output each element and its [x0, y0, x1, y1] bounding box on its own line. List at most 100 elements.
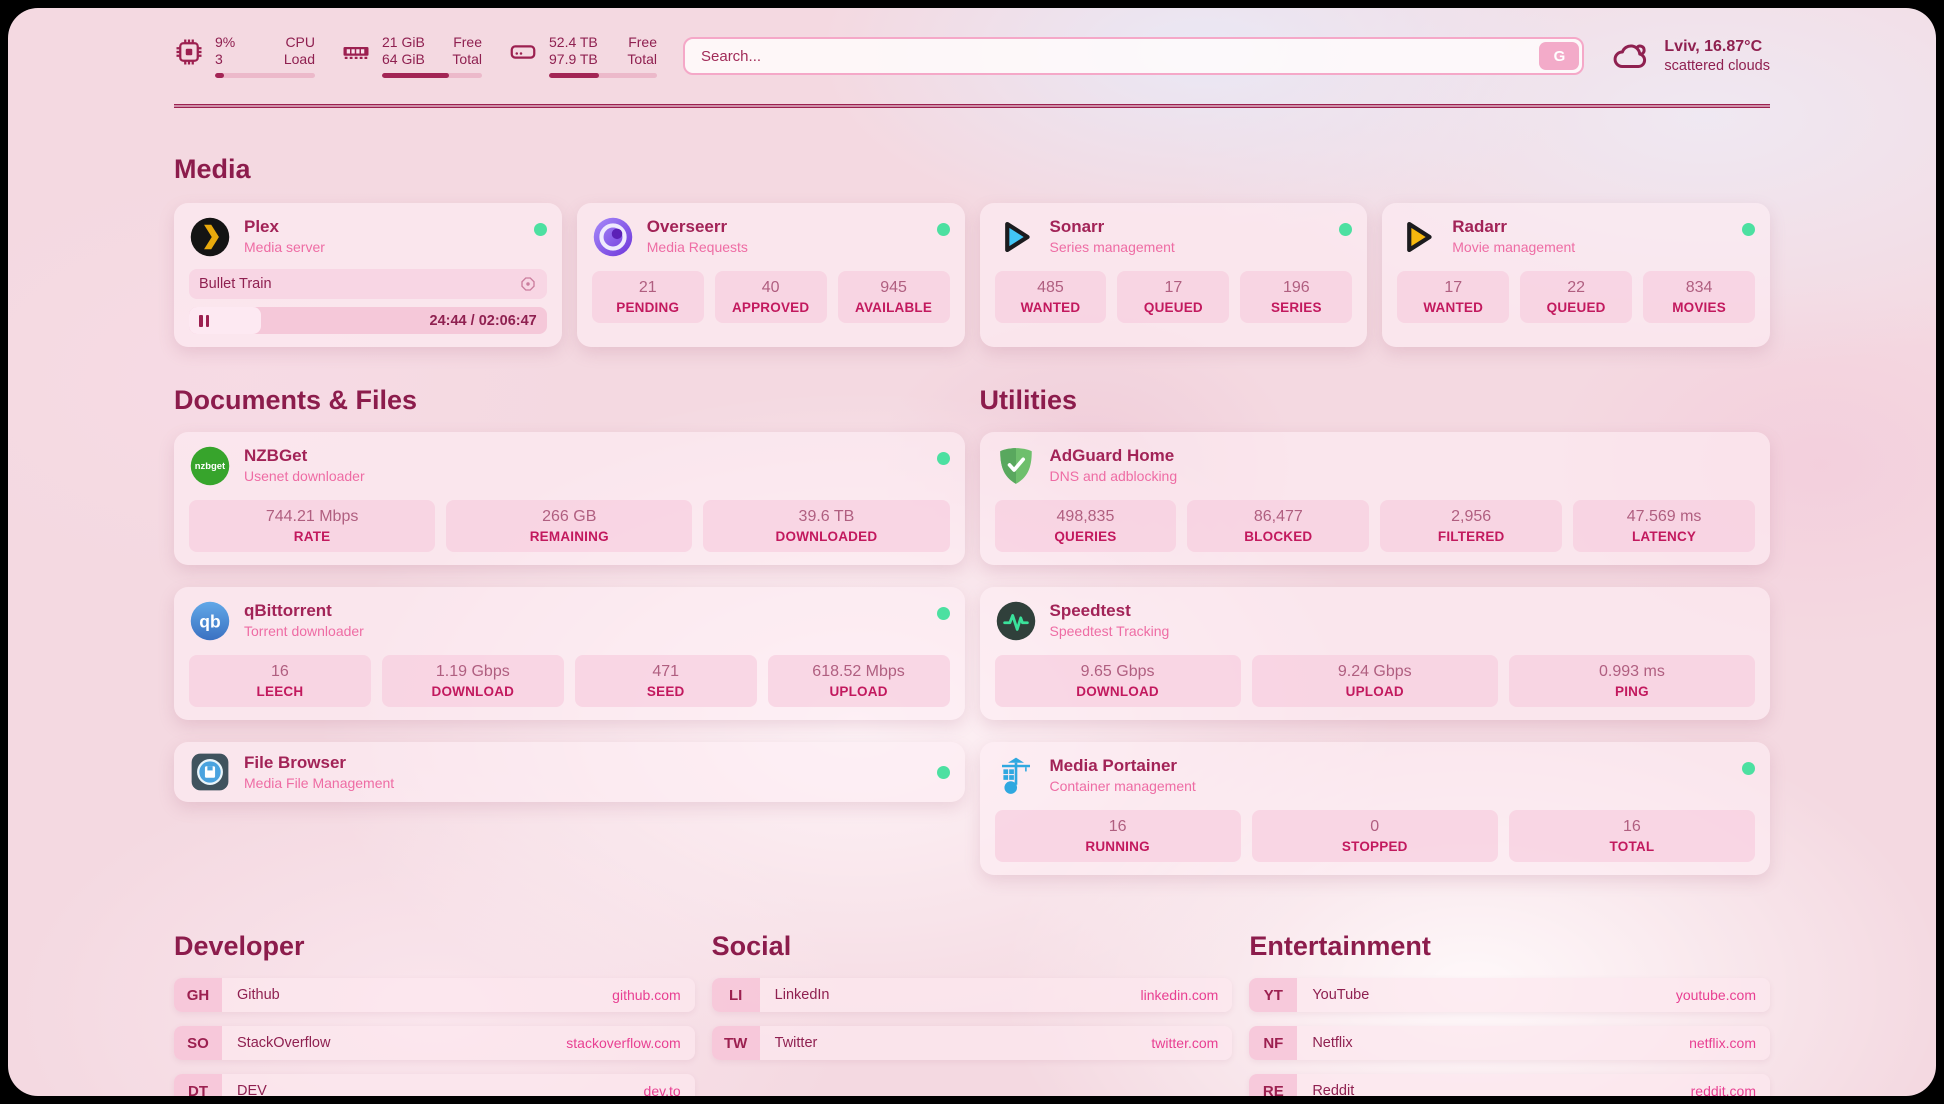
status-dot: [533, 223, 547, 236]
app-card-adguard[interactable]: AdGuard Home DNS and adblocking 498,835 Q…: [979, 432, 1770, 565]
app-card-speedtest[interactable]: Speedtest Speedtest Tracking 9.65 Gbps DO…: [979, 587, 1770, 720]
now-playing-row: Bullet Train: [189, 269, 547, 299]
stat-stopped: 0 STOPPED: [1251, 810, 1498, 862]
cpu-progress-bar: [215, 73, 315, 78]
media-grid: Plex Media server Bullet Train 24:44 / 0…: [174, 203, 1770, 347]
cpu-widget: 9% CPU 3 Load: [174, 34, 315, 78]
app-card-nzbget[interactable]: nzbget NZBGet Usenet downloader 744.21 M…: [174, 432, 965, 565]
link-url: linkedin.com: [1140, 987, 1219, 1003]
link-badge: RE: [1249, 1074, 1298, 1096]
link-label: DEV: [237, 1083, 267, 1096]
link-label: YouTube: [1312, 987, 1370, 1003]
link-badge: YT: [1249, 978, 1298, 1012]
link-label: StackOverflow: [237, 1035, 331, 1051]
playback-time: 24:44 / 02:06:47: [429, 312, 537, 329]
app-card-qbittorrent[interactable]: qb qBittorrent Torrent downloader 16 LEEC…: [174, 587, 965, 720]
link-badge: SO: [174, 1026, 222, 1060]
link-badge: LI: [711, 978, 760, 1012]
search-engine-button[interactable]: G: [1539, 42, 1580, 70]
disk-free-label: Free: [628, 34, 657, 50]
stat-wanted: 485 WANTED: [994, 271, 1107, 323]
stat-seed: 471 SEED: [574, 655, 757, 707]
stat-queued: 17 QUEUED: [1117, 271, 1230, 323]
app-card-sonarr[interactable]: Sonarr Series management 485 WANTED 17 QUE…: [979, 203, 1368, 347]
link-reddit[interactable]: RE Reddit reddit.com: [1249, 1074, 1770, 1096]
adguard-icon: [995, 445, 1037, 487]
app-title: Radarr: [1452, 217, 1508, 236]
now-playing-title: Bullet Train: [199, 276, 272, 292]
link-youtube[interactable]: YT YouTube youtube.com: [1249, 978, 1770, 1012]
stat-running: 16 RUNNING: [994, 810, 1241, 862]
section-title-social: Social: [711, 931, 792, 961]
link-dev[interactable]: DT DEV dev.to: [174, 1074, 695, 1096]
stat-download: 1.19 Gbps DOWNLOAD: [381, 655, 564, 707]
link-label: Netflix: [1312, 1035, 1353, 1051]
pause-icon[interactable]: [199, 314, 209, 327]
disk-widget: 52.4 TB Free 97.9 TB Total: [508, 34, 657, 78]
stat-latency: 47.569 ms LATENCY: [1573, 500, 1755, 552]
stat-downloaded: 39.6 TB DOWNLOADED: [703, 500, 950, 552]
dashboard-page: 9% CPU 3 Load 21 GiB Free 64 GiB Total: [8, 8, 1936, 1096]
link-url: netflix.com: [1689, 1035, 1756, 1051]
app-subtitle: Movie management: [1452, 239, 1576, 255]
link-label: Twitter: [774, 1035, 818, 1051]
cpu-load-value: 3: [215, 51, 223, 67]
link-badge: NF: [1249, 1026, 1298, 1060]
link-url: youtube.com: [1675, 987, 1756, 1003]
status-dot: [936, 765, 950, 779]
weather-location: Lviv, 16.87°C: [1664, 38, 1763, 55]
link-url: twitter.com: [1151, 1035, 1219, 1051]
hard-drive-icon: [510, 45, 536, 59]
app-card-filebrowser[interactable]: File Browser Media File Management: [174, 742, 965, 802]
stat-available: 945 AVAILABLE: [837, 271, 950, 323]
app-subtitle: Speedtest Tracking: [1049, 623, 1170, 639]
link-linkedin[interactable]: LI LinkedIn linkedin.com: [711, 978, 1233, 1012]
disk-progress-bar: [549, 73, 657, 78]
search-input[interactable]: [683, 37, 1585, 75]
app-card-overseerr[interactable]: Overseerr Media Requests 21 PENDING 40 APP…: [576, 203, 965, 347]
stat-queries: 498,835 QUERIES: [994, 500, 1177, 552]
app-title: File Browser: [244, 753, 347, 772]
cloud-icon: [1614, 44, 1647, 68]
link-url: reddit.com: [1690, 1083, 1756, 1096]
plex-icon: [189, 216, 231, 258]
radarr-icon: [1397, 216, 1439, 258]
link-label: Github: [237, 987, 280, 1003]
app-card-plex[interactable]: Plex Media server Bullet Train 24:44 / 0…: [174, 203, 562, 347]
memory-total-label: Total: [452, 51, 482, 67]
disk-total-value: 97.9 TB: [549, 51, 598, 67]
nzbget-icon: nzbget: [189, 445, 231, 487]
section-title-media: Media: [174, 154, 251, 184]
link-url: stackoverflow.com: [566, 1035, 681, 1051]
app-subtitle: Usenet downloader: [244, 468, 365, 484]
memory-free-label: Free: [453, 34, 482, 50]
link-url: dev.to: [643, 1083, 681, 1096]
stat-movies: 834 MOVIES: [1643, 271, 1756, 323]
header-divider: [174, 104, 1770, 108]
svg-text:qb: qb: [199, 611, 220, 631]
qbittorrent-icon: qb: [189, 600, 231, 642]
section-title-utilities: Utilities: [979, 385, 1078, 415]
stat-filtered: 2,956 FILTERED: [1380, 500, 1563, 552]
section-title-documents: Documents & Files: [174, 385, 418, 415]
overseerr-icon: [592, 216, 634, 258]
link-github[interactable]: GH Github github.com: [174, 978, 695, 1012]
app-card-radarr[interactable]: Radarr Movie management 17 WANTED 22 QUEUE…: [1382, 203, 1770, 347]
session-icon: [519, 275, 537, 293]
app-title: qBittorrent: [244, 601, 332, 620]
app-title: NZBGet: [244, 446, 308, 465]
stat-queued: 22 QUEUED: [1520, 271, 1633, 323]
memory-free-value: 21 GiB: [382, 34, 425, 50]
filebrowser-icon: [189, 751, 231, 793]
entertainment-section: Entertainment YT YouTube youtube.com NF …: [1249, 931, 1770, 1096]
stat-approved: 40 APPROVED: [714, 271, 827, 323]
stat-series: 196 SERIES: [1240, 271, 1353, 323]
link-twitter[interactable]: TW Twitter twitter.com: [711, 1026, 1233, 1060]
link-netflix[interactable]: NF Netflix netflix.com: [1249, 1026, 1770, 1060]
status-dot: [936, 607, 950, 620]
stat-download: 9.65 Gbps DOWNLOAD: [994, 655, 1241, 707]
app-title: AdGuard Home: [1049, 446, 1175, 465]
status-dot: [1742, 762, 1755, 775]
app-card-portainer[interactable]: Media Portainer Container management 16 R…: [979, 742, 1770, 875]
link-stackoverflow[interactable]: SO StackOverflow stackoverflow.com: [174, 1026, 695, 1060]
